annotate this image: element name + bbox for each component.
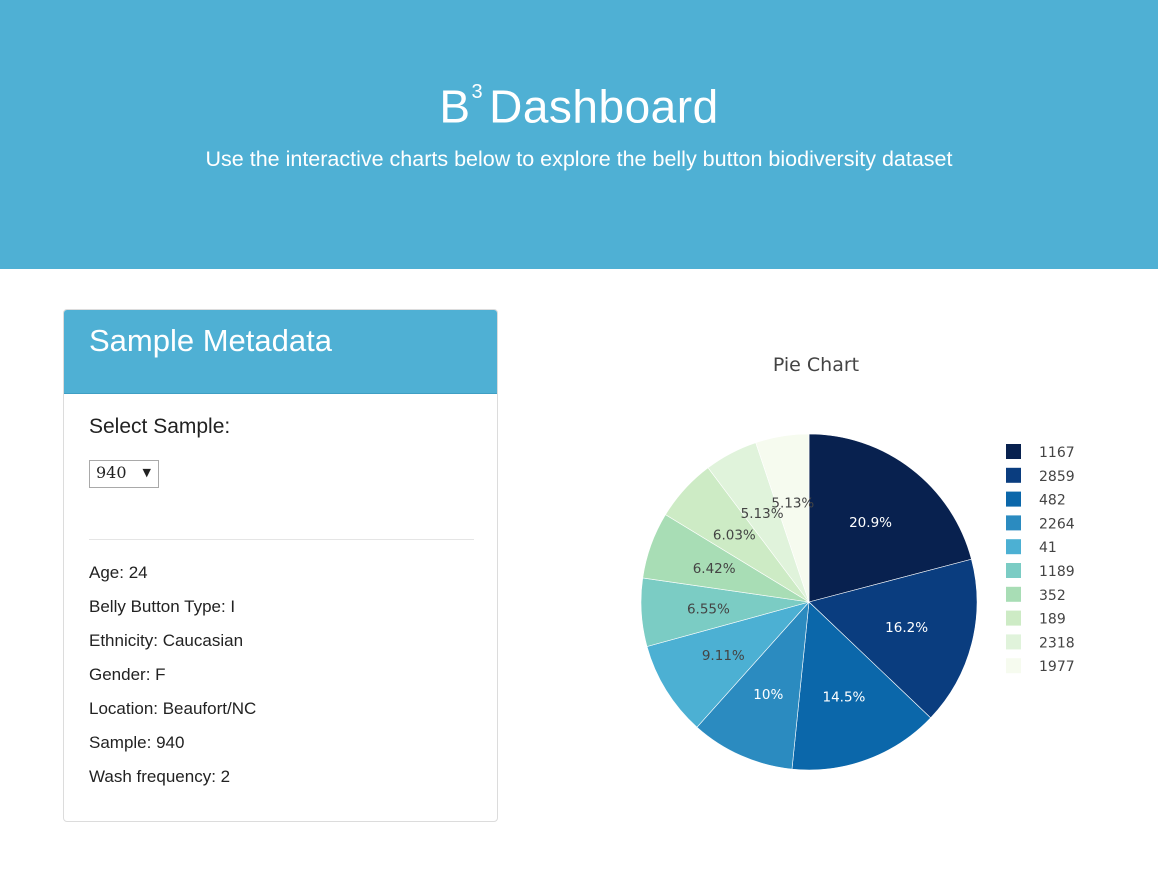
legend-label[interactable]: 2859 xyxy=(1039,469,1075,485)
title-rest: Dashboard xyxy=(489,80,719,133)
pie-slice-label: 10% xyxy=(753,687,783,703)
pie-slice-label: 14.5% xyxy=(823,690,866,706)
legend-swatch[interactable] xyxy=(1006,658,1021,674)
legend-swatch[interactable] xyxy=(1006,539,1021,555)
legend-swatch[interactable] xyxy=(1006,586,1021,602)
pie-slice-2859[interactable] xyxy=(808,558,978,719)
legend-label[interactable]: 482 xyxy=(1039,493,1066,509)
legend-label[interactable]: 2264 xyxy=(1039,516,1075,532)
pie-slice-1167[interactable] xyxy=(808,433,972,603)
pie-chart[interactable]: Pie Chart 20.9% 16.2% 14.5% 10% 9.11% 6.55% 6.… xyxy=(560,330,1120,800)
page-subtitle: Use the interactive charts below to expl… xyxy=(205,147,953,171)
select-value: 940 xyxy=(96,463,127,482)
pie-slice-label: 20.9% xyxy=(849,515,892,531)
title-main: B xyxy=(439,80,471,133)
pie-slice-label: 5.13% xyxy=(771,496,814,512)
divider xyxy=(89,539,474,540)
metadata-list: Age: 24 Belly Button Type: I Ethnicity: … xyxy=(89,556,256,794)
legend-label[interactable]: 1167 xyxy=(1039,445,1075,461)
legend-swatch[interactable] xyxy=(1006,491,1021,507)
pie-slice-41[interactable] xyxy=(646,601,810,728)
pie-chart-container: Pie Chart 20.9% 16.2% 14.5% 10% 9.11% 6.55% 6.… xyxy=(560,330,1120,800)
dropdown-arrow-icon: ▼ xyxy=(142,466,151,479)
legend-label[interactable]: 41 xyxy=(1039,540,1057,556)
pie-slice-label: 6.03% xyxy=(713,527,756,543)
legend-swatch[interactable] xyxy=(1006,610,1021,626)
metadata-sample: Sample: 940 xyxy=(89,733,185,752)
legend-label[interactable]: 2318 xyxy=(1039,635,1075,651)
sample-select-dropdown[interactable]: 940 ▼ xyxy=(89,460,159,488)
pie-slice-1977[interactable] xyxy=(755,433,810,603)
page-title: B3 Dashboard xyxy=(0,72,1158,134)
metadata-location: Location: Beaufort/NC xyxy=(89,699,257,718)
metadata-age: Age: 24 xyxy=(89,563,148,582)
panel-title: Sample Metadata xyxy=(89,323,332,358)
legend-swatch[interactable] xyxy=(1006,444,1021,459)
legend-label[interactable]: 1189 xyxy=(1039,564,1075,580)
metadata-bbtype: Belly Button Type: I xyxy=(89,597,236,616)
legend-swatch[interactable] xyxy=(1006,634,1021,650)
legend-swatch[interactable] xyxy=(1006,515,1021,531)
pie-slice-2264[interactable] xyxy=(696,601,810,770)
metadata-gender: Gender: F xyxy=(89,665,166,684)
pie-slice-label: 6.42% xyxy=(693,561,736,577)
legend-swatch[interactable] xyxy=(1006,563,1021,578)
select-sample-label: Select Sample: xyxy=(89,415,231,438)
sample-metadata-panel: Sample Metadata Select Sample: 940 ▼ Age… xyxy=(63,309,498,822)
legend-label[interactable]: 352 xyxy=(1039,588,1066,604)
chart-title: Pie Chart xyxy=(773,354,859,376)
title-superscript: 3 xyxy=(471,81,484,103)
metadata-ethnicity: Ethnicity: Caucasian xyxy=(89,631,244,650)
legend-label[interactable]: 189 xyxy=(1039,612,1066,628)
pie-slice-label: 16.2% xyxy=(885,620,928,636)
pie-slice-label: 9.11% xyxy=(702,648,745,664)
pie-slice-label: 6.55% xyxy=(687,601,730,617)
pie-slice-482[interactable] xyxy=(791,601,932,771)
panel-heading xyxy=(64,310,497,394)
header-banner: B3 Dashboard Use the interactive charts b… xyxy=(0,0,1158,269)
legend-swatch[interactable] xyxy=(1006,467,1021,483)
metadata-wash-frequency: Wash frequency: 2 xyxy=(89,767,231,786)
legend-label[interactable]: 1977 xyxy=(1039,659,1075,675)
pie-slice-label: 5.13% xyxy=(741,506,784,522)
